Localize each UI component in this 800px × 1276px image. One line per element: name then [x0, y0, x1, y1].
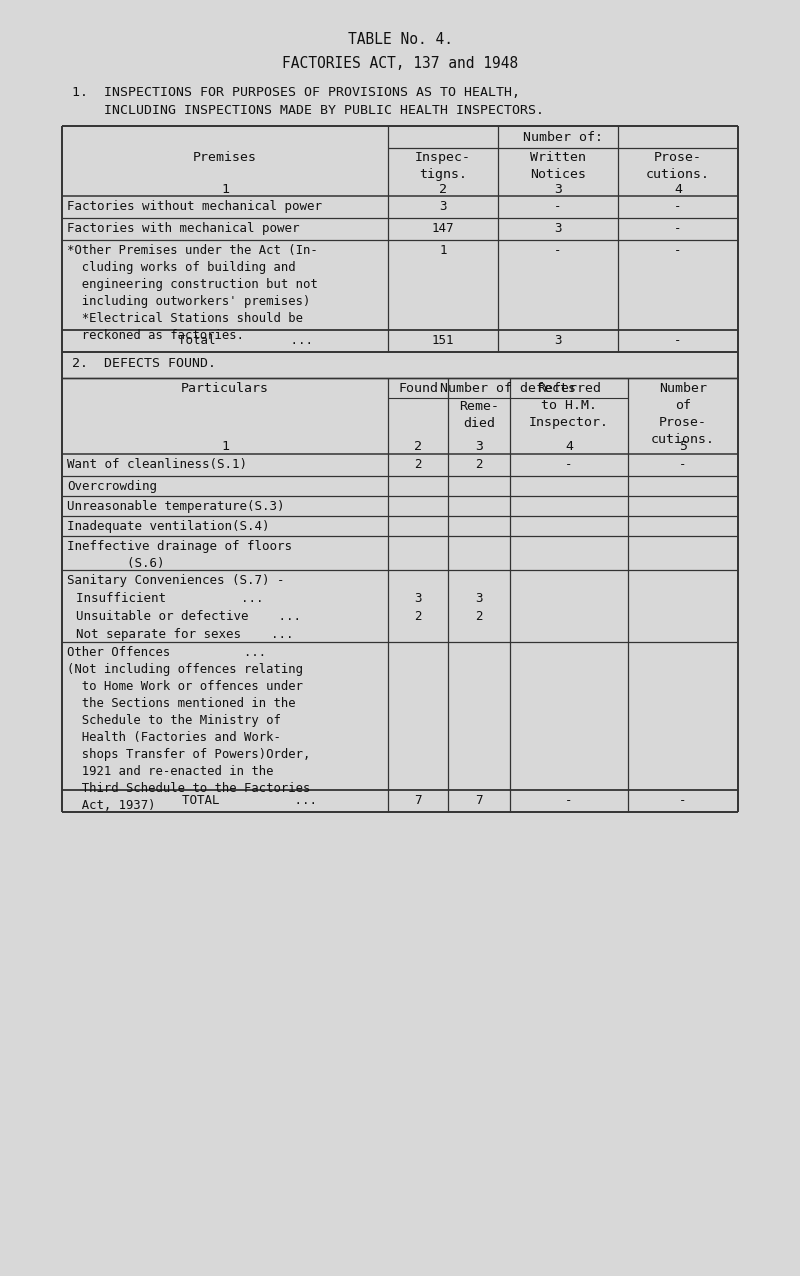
Text: 3: 3 — [475, 440, 483, 453]
Text: 2: 2 — [414, 458, 422, 471]
Text: Factories without mechanical power: Factories without mechanical power — [67, 200, 322, 213]
Text: 1: 1 — [221, 182, 229, 197]
Text: -: - — [674, 334, 682, 347]
Text: Prose-
cutions.: Prose- cutions. — [646, 151, 710, 181]
Text: 2: 2 — [414, 610, 422, 623]
Text: Written
Notices: Written Notices — [530, 151, 586, 181]
Text: 2.  DEFECTS FOUND.: 2. DEFECTS FOUND. — [72, 357, 216, 370]
Text: 2: 2 — [475, 458, 482, 471]
Text: Overcrowding: Overcrowding — [67, 480, 157, 493]
Text: Factories with mechanical power: Factories with mechanical power — [67, 222, 299, 235]
Text: 2: 2 — [414, 440, 422, 453]
Text: 1: 1 — [439, 244, 446, 256]
Text: -: - — [679, 794, 686, 806]
Text: Referred
to H.M.
Inspector.: Referred to H.M. Inspector. — [529, 382, 609, 429]
Text: 7: 7 — [414, 794, 422, 806]
Text: Particulars: Particulars — [181, 382, 269, 396]
Text: Not separate for sexes    ...: Not separate for sexes ... — [76, 628, 294, 641]
Text: Ineffective drainage of floors
        (S.6): Ineffective drainage of floors (S.6) — [67, 540, 292, 570]
Text: -: - — [554, 244, 562, 256]
Text: -: - — [566, 458, 573, 471]
Text: -: - — [674, 244, 682, 256]
Text: Sanitary Conveniences (S.7) -: Sanitary Conveniences (S.7) - — [67, 574, 285, 587]
Text: Unreasonable temperature(S.3): Unreasonable temperature(S.3) — [67, 500, 285, 513]
Text: -: - — [554, 200, 562, 213]
Text: Other Offences          ...
(Not including offences relating
  to Home Work or o: Other Offences ... (Not including offenc… — [67, 646, 310, 812]
Text: Total          ...: Total ... — [178, 334, 313, 347]
Text: -: - — [566, 794, 573, 806]
Text: 2: 2 — [439, 182, 447, 197]
Text: Number of defects: Number of defects — [440, 382, 576, 396]
Text: 5: 5 — [679, 440, 687, 453]
Text: 4: 4 — [565, 440, 573, 453]
Text: Inadequate ventilation(S.4): Inadequate ventilation(S.4) — [67, 521, 270, 533]
Text: Number
of
Prose-
cutions.: Number of Prose- cutions. — [651, 382, 715, 447]
Text: *Other Premises under the Act (In-
  cluding works of building and
  engineering: *Other Premises under the Act (In- cludi… — [67, 244, 318, 342]
Text: Premises: Premises — [193, 151, 257, 165]
Text: 3: 3 — [475, 592, 482, 605]
Text: FACTORIES ACT, 137 and 1948: FACTORIES ACT, 137 and 1948 — [282, 56, 518, 71]
Text: Inspec-
tigns.: Inspec- tigns. — [415, 151, 471, 181]
Text: -: - — [674, 200, 682, 213]
Text: 3: 3 — [554, 182, 562, 197]
Text: 4: 4 — [674, 182, 682, 197]
Text: INCLUDING INSPECTIONS MADE BY PUBLIC HEALTH INSPECTORS.: INCLUDING INSPECTIONS MADE BY PUBLIC HEA… — [72, 105, 544, 117]
Text: Unsuitable or defective    ...: Unsuitable or defective ... — [76, 610, 301, 623]
Text: 7: 7 — [475, 794, 482, 806]
Text: Want of cleanliness(S.1): Want of cleanliness(S.1) — [67, 458, 247, 471]
Text: Reme-
died: Reme- died — [459, 399, 499, 430]
Text: Insufficient          ...: Insufficient ... — [76, 592, 263, 605]
Text: -: - — [679, 458, 686, 471]
Text: 3: 3 — [554, 334, 562, 347]
Text: 151: 151 — [432, 334, 454, 347]
Text: Found: Found — [398, 382, 438, 396]
Text: 3: 3 — [439, 200, 446, 213]
Text: TOTAL          ...: TOTAL ... — [182, 794, 318, 806]
Text: 2: 2 — [475, 610, 482, 623]
Text: 3: 3 — [414, 592, 422, 605]
Text: TABLE No. 4.: TABLE No. 4. — [347, 32, 453, 47]
Text: -: - — [674, 222, 682, 235]
Text: 1.  INSPECTIONS FOR PURPOSES OF PROVISIONS AS TO HEALTH,: 1. INSPECTIONS FOR PURPOSES OF PROVISION… — [72, 85, 520, 100]
Text: Number of:: Number of: — [523, 131, 603, 144]
Text: 1: 1 — [221, 440, 229, 453]
Text: 3: 3 — [554, 222, 562, 235]
Text: 147: 147 — [432, 222, 454, 235]
